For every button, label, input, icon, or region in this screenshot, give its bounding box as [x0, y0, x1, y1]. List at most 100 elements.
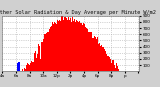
- Bar: [35, 52, 36, 71]
- Bar: [95, 36, 96, 71]
- Bar: [73, 21, 74, 71]
- Bar: [29, 65, 30, 71]
- Bar: [66, 19, 67, 71]
- Bar: [72, 19, 73, 71]
- Bar: [44, 34, 45, 71]
- Bar: [40, 59, 41, 71]
- Bar: [97, 37, 98, 71]
- Bar: [71, 22, 72, 71]
- Bar: [24, 68, 25, 71]
- Bar: [57, 20, 58, 71]
- Bar: [61, 16, 62, 71]
- Bar: [102, 47, 103, 71]
- Bar: [55, 23, 56, 71]
- Bar: [37, 49, 38, 71]
- Bar: [43, 39, 44, 71]
- Bar: [74, 19, 75, 71]
- Bar: [93, 38, 94, 71]
- Bar: [62, 16, 63, 71]
- Bar: [64, 17, 65, 71]
- Bar: [56, 24, 57, 71]
- Bar: [27, 63, 28, 71]
- Bar: [58, 21, 59, 71]
- Bar: [111, 63, 112, 71]
- Bar: [100, 45, 101, 71]
- Bar: [49, 29, 50, 71]
- Bar: [39, 46, 40, 71]
- Bar: [98, 41, 99, 71]
- Bar: [59, 20, 60, 71]
- Bar: [34, 50, 35, 71]
- Bar: [69, 17, 70, 71]
- Bar: [36, 58, 37, 71]
- Bar: [19, 62, 20, 71]
- Bar: [115, 68, 116, 71]
- Bar: [79, 21, 80, 71]
- Title: Milwaukee Weather Solar Radiation & Day Average per Minute W/m2 (Today): Milwaukee Weather Solar Radiation & Day …: [0, 10, 160, 15]
- Bar: [28, 64, 29, 71]
- Bar: [99, 43, 100, 71]
- Bar: [89, 31, 90, 71]
- Bar: [76, 20, 77, 71]
- Bar: [46, 33, 47, 71]
- Bar: [26, 65, 27, 71]
- Bar: [51, 26, 52, 71]
- Bar: [106, 54, 107, 71]
- Bar: [22, 69, 23, 71]
- Bar: [85, 27, 86, 71]
- Bar: [50, 27, 51, 71]
- Bar: [33, 62, 34, 71]
- Bar: [80, 23, 81, 71]
- Bar: [104, 52, 105, 71]
- Bar: [30, 63, 31, 71]
- Bar: [52, 22, 53, 71]
- Bar: [94, 36, 95, 71]
- Bar: [92, 38, 93, 71]
- Bar: [103, 47, 104, 71]
- Bar: [67, 20, 68, 71]
- Bar: [87, 29, 88, 71]
- Bar: [70, 18, 71, 71]
- Bar: [77, 21, 78, 71]
- Bar: [38, 44, 39, 71]
- Bar: [114, 65, 115, 71]
- Bar: [90, 32, 91, 71]
- Bar: [60, 21, 61, 71]
- Bar: [105, 51, 106, 71]
- Bar: [116, 63, 117, 71]
- Bar: [25, 69, 26, 71]
- Bar: [83, 23, 84, 71]
- Bar: [107, 56, 108, 71]
- Bar: [65, 17, 66, 71]
- Bar: [91, 34, 92, 71]
- Bar: [88, 32, 89, 71]
- Bar: [82, 25, 83, 71]
- Bar: [45, 34, 46, 71]
- Bar: [48, 32, 49, 71]
- Bar: [54, 22, 55, 71]
- Bar: [86, 28, 87, 71]
- Bar: [118, 69, 119, 71]
- Bar: [84, 24, 85, 71]
- Bar: [101, 45, 102, 71]
- Bar: [41, 42, 42, 71]
- Bar: [113, 60, 114, 71]
- Bar: [96, 39, 97, 71]
- Bar: [112, 60, 113, 71]
- Bar: [81, 23, 82, 71]
- Bar: [78, 22, 79, 71]
- Bar: [32, 62, 33, 71]
- Bar: [18, 62, 19, 71]
- Bar: [17, 63, 18, 71]
- Bar: [109, 57, 110, 71]
- Bar: [31, 60, 32, 71]
- Bar: [53, 24, 54, 71]
- Bar: [63, 15, 64, 71]
- Bar: [117, 66, 118, 71]
- Bar: [110, 59, 111, 71]
- Bar: [108, 56, 109, 71]
- Bar: [42, 42, 43, 71]
- Bar: [47, 32, 48, 71]
- Bar: [75, 22, 76, 71]
- Bar: [68, 16, 69, 71]
